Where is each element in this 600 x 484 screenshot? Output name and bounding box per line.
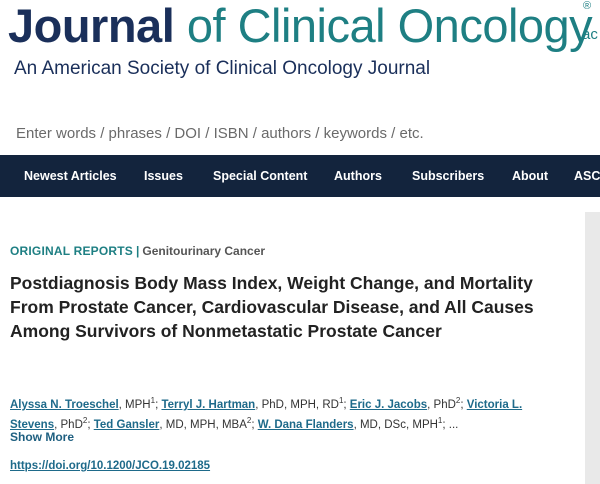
doi-link[interactable]: https://doi.org/10.1200/JCO.19.02185 [10,460,211,472]
journal-title-first: Journal [8,0,175,52]
asco-fragment: ac [582,26,598,43]
author-credentials: , PhD [427,398,456,411]
author-separator: ; [343,398,350,411]
article-type[interactable]: ORIGINAL REPORTS [10,244,133,258]
right-sidebar [585,212,600,484]
author-affiliation: 2 [246,415,252,425]
author-credentials: , PhD, MPH, RD [255,398,339,411]
author-credentials: , PhD [54,418,83,431]
author-link[interactable]: Eric J. Jacobs [349,398,428,411]
author-separator: ; [155,398,162,411]
author-affiliation: 1 [437,415,443,425]
nav-asco[interactable]: ASC [574,169,600,183]
nav-newest-articles[interactable]: Newest Articles [24,169,117,183]
search-input[interactable] [12,120,580,146]
show-more-button[interactable]: Show More [10,430,75,444]
author-credentials: , MD, MPH, MBA [159,418,247,431]
nav-about[interactable]: About [512,169,549,183]
article-subject: Genitourinary Cancer [142,244,266,258]
author-link[interactable]: Ted Gansler [93,418,160,431]
article-header: ORIGINAL REPORTS | Genitourinary Cancer Po… [0,197,585,484]
nav-special-content[interactable]: Special Content [213,169,308,183]
author-affiliation: 1 [150,396,156,405]
author-link[interactable]: Terryl J. Hartman [161,398,256,411]
author-credentials: , MPH [118,398,151,411]
journal-logo[interactable]: Journal of Clinical Oncology [8,0,593,56]
author-separator: ; [251,418,258,431]
journal-tagline: An American Society of Clinical Oncology… [14,58,431,79]
author-affiliation: 2 [82,415,88,425]
nav-issues[interactable]: Issues [144,169,183,183]
article-category: ORIGINAL REPORTS | Genitourinary Cancer [10,244,265,258]
main-navigation: Newest Articles Issues Special Content A… [0,155,600,197]
author-link[interactable]: W. Dana Flanders [257,418,354,431]
author-credentials: , MD, DSc, MPH [353,418,438,431]
author-separator: ; [87,418,94,431]
journal-title-rest: of Clinical Oncology [174,0,593,52]
masthead: Journal of Clinical Oncology ® ac An Ame… [0,0,600,110]
author-link[interactable]: Alyssa N. Troeschel [10,398,119,411]
author-list: Alyssa N. Troeschel, MPH1; Terryl J. Har… [10,393,565,433]
author-affiliation: 2 [455,396,461,405]
author-separator: ; ... [442,418,459,431]
registered-mark: ® [583,0,592,12]
category-separator: | [136,244,140,258]
search-bar [0,118,600,148]
nav-authors[interactable]: Authors [334,169,382,183]
author-affiliation: 1 [338,396,344,405]
nav-subscribers[interactable]: Subscribers [412,169,485,183]
author-separator: ; [460,398,467,411]
article-title: Postdiagnosis Body Mass Index, Weight Ch… [10,273,534,341]
author-link[interactable]: Victoria L. Stevens [10,398,523,431]
